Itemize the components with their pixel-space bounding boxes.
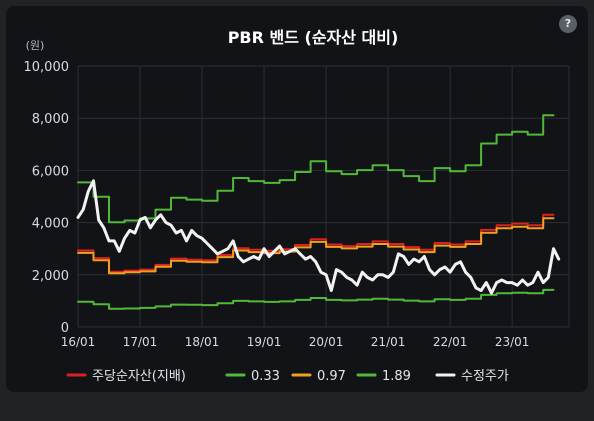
series-line-2 (77, 217, 555, 275)
series-line-3 (77, 114, 555, 224)
x-tick-label: 17/01 (123, 335, 158, 349)
x-tick-label: 18/01 (185, 335, 220, 349)
series-line-0 (77, 213, 555, 273)
legend-item-3[interactable]: 1.89 (356, 369, 411, 384)
series-line-4 (76, 179, 561, 295)
series-line-1 (77, 288, 555, 310)
legend-label: 1.89 (382, 369, 411, 384)
y-tick-label: 4,000 (32, 217, 69, 232)
y-tick-label: 2,000 (32, 269, 69, 284)
grid-lines (77, 65, 570, 328)
legend: 주당순자산(지배) 0.33 0.97 1.89 수정주가 (66, 369, 509, 384)
chart-title: PBR 밴드 (순자산 대비) (228, 28, 399, 47)
legend-label: 주당순자산(지배) (92, 369, 186, 384)
legend-item-2[interactable]: 0.97 (291, 369, 346, 384)
x-tick-label: 23/01 (495, 335, 530, 349)
y-tick-label: 8,000 (32, 112, 69, 127)
x-tick-label: 19/01 (247, 335, 282, 349)
x-tick-label: 22/01 (433, 335, 468, 349)
legend-label: 0.33 (251, 369, 280, 384)
series-lines (76, 114, 561, 310)
x-tick-label: 21/01 (371, 335, 406, 349)
legend-item-0[interactable]: 주당순자산(지배) (66, 369, 186, 384)
legend-item-1[interactable]: 0.33 (225, 369, 280, 384)
legend-item-4[interactable]: 수정주가 (435, 369, 509, 384)
y-tick-label: 0 (61, 321, 69, 336)
legend-label: 수정주가 (461, 369, 509, 384)
x-axis-ticks: 16/01 17/01 18/01 19/01 20/01 21/01 22/01 23/01 (61, 335, 530, 349)
y-unit-label: (원) (26, 39, 45, 52)
x-tick-label: 20/01 (309, 335, 344, 349)
legend-label: 0.97 (317, 369, 346, 384)
y-axis-ticks: 0 2,000 4,000 6,000 8,000 10,000 (24, 60, 70, 336)
y-tick-label: 10,000 (24, 60, 70, 75)
x-tick-label: 16/01 (61, 335, 96, 349)
y-tick-label: 6,000 (32, 164, 69, 179)
help-icon[interactable]: ? (559, 15, 577, 33)
chart-card (6, 6, 588, 392)
